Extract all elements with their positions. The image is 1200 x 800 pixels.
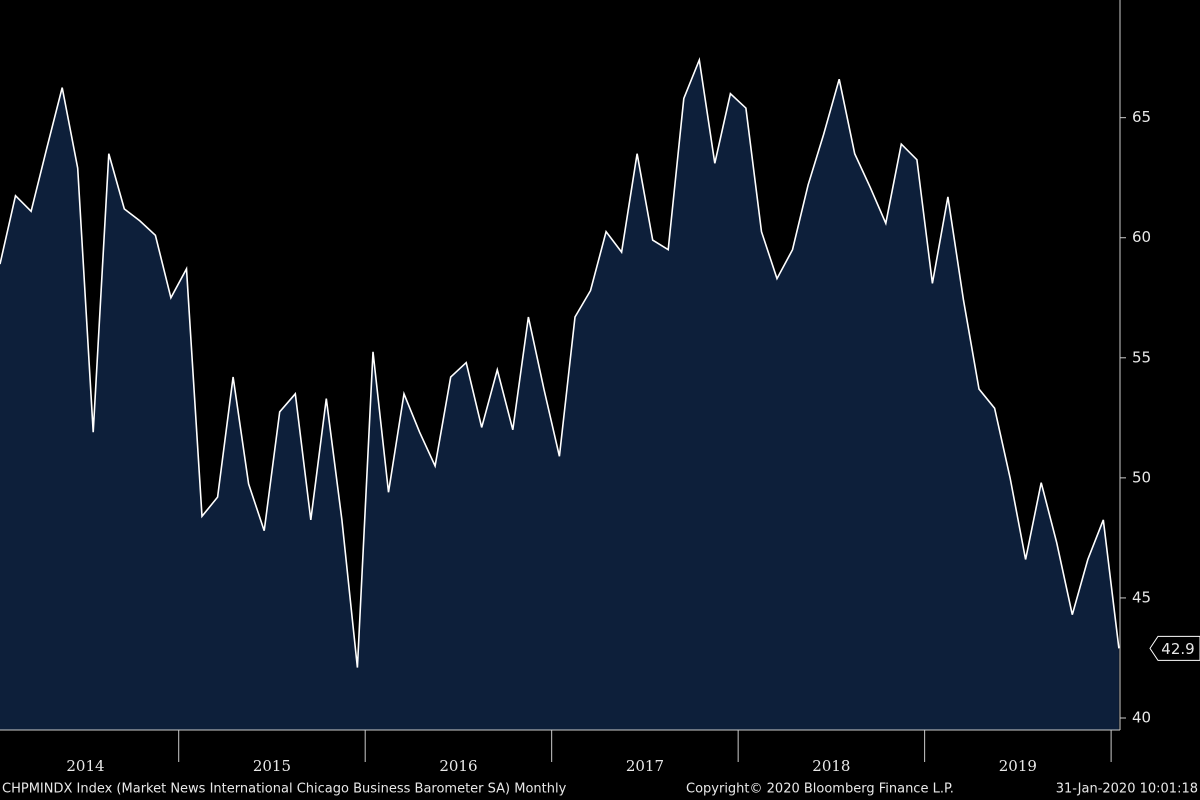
y-tick-label: 40 — [1132, 708, 1151, 726]
y-tick-label: 60 — [1132, 228, 1151, 246]
x-tick-label: 2017 — [626, 757, 664, 775]
footer-left: CHPMINDX Index (Market News Internationa… — [2, 782, 567, 797]
line — [0, 56, 1120, 668]
last-value-label: 42.9 — [1161, 640, 1194, 658]
footer-center: Copyright© 2020 Bloomberg Finance L.P. — [686, 782, 954, 797]
y-tick-label: 50 — [1132, 468, 1151, 486]
x-tick-label: 2015 — [253, 757, 291, 775]
x-tick-label: 2018 — [812, 757, 850, 775]
last-value-box — [1149, 635, 1200, 661]
x-tick-label: 2014 — [66, 757, 104, 775]
x-tick-label: 2016 — [439, 757, 477, 775]
y-tick-label: 65 — [1132, 108, 1151, 126]
y-tick-label: 55 — [1132, 348, 1151, 366]
x-tick-label: 2019 — [999, 757, 1037, 775]
footer-right: 31-Jan-2020 10:01:18 — [1056, 782, 1198, 797]
area — [0, 60, 1119, 730]
y-tick-label: 45 — [1132, 588, 1151, 606]
